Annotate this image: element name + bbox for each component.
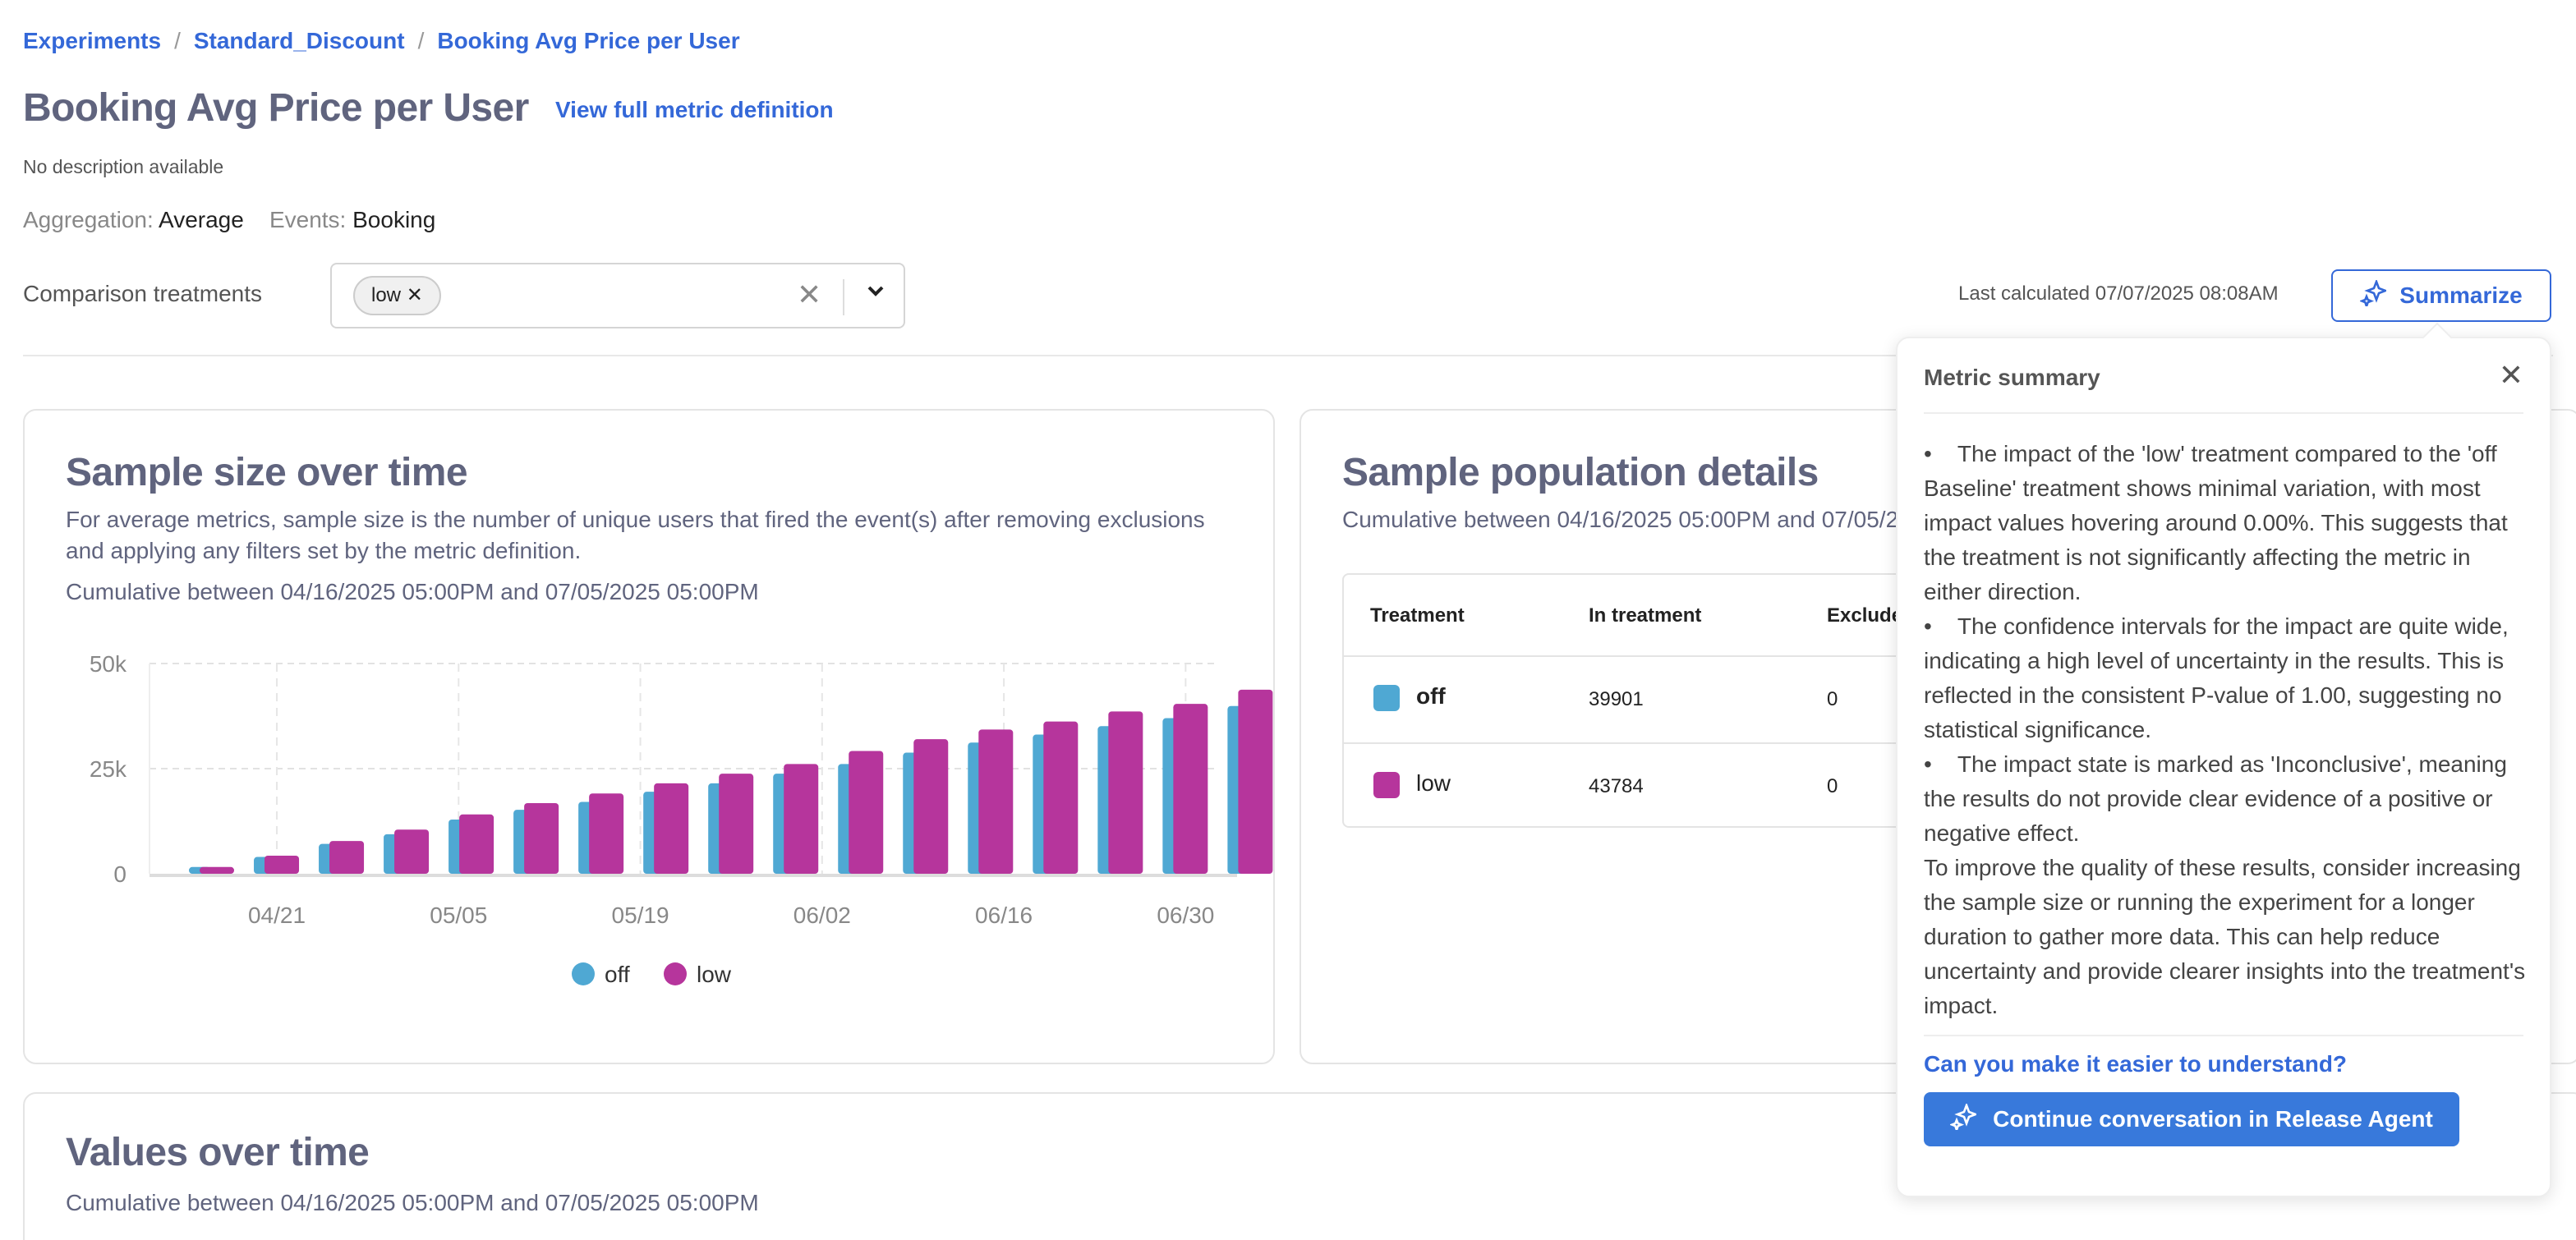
bar-low — [1108, 711, 1143, 874]
y-tick-label: 50k — [90, 651, 127, 677]
bar-low — [329, 841, 365, 874]
table-row: off 39901 0 — [1344, 657, 1998, 744]
summary-bullet: • The impact state is marked as 'Inconcl… — [1924, 751, 2507, 846]
population-table: Treatment In treatment Exclude off 39901… — [1342, 573, 1999, 828]
values-range: Cumulative between 04/16/2025 05:00PM an… — [66, 1190, 759, 1215]
comparison-select[interactable]: low ✕ ✕ — [330, 263, 905, 328]
events-value: Booking — [352, 207, 436, 232]
events-label: Events: — [269, 207, 347, 232]
population-title: Sample population details — [1342, 451, 1819, 494]
legend-swatch-off — [572, 962, 595, 985]
divider — [843, 279, 844, 315]
breadcrumb-separator: / — [174, 28, 181, 53]
values-title: Values over time — [66, 1131, 370, 1174]
x-tick-label: 06/02 — [794, 902, 851, 928]
metric-description: No description available — [23, 156, 224, 177]
bar-low — [978, 729, 1014, 874]
comparison-label: Comparison treatments — [23, 281, 263, 306]
divider — [1924, 412, 2523, 414]
in-treatment-value: 39901 — [1589, 688, 1644, 710]
bar-low — [264, 855, 300, 874]
bar-low — [200, 866, 234, 874]
table-header: Treatment In treatment Exclude — [1344, 575, 1998, 657]
bar-low — [654, 783, 689, 874]
divider — [1924, 1035, 2523, 1036]
summarize-label: Summarize — [2399, 282, 2523, 308]
bar-low — [1173, 704, 1208, 874]
summary-text: • The impact of the 'low' treatment comp… — [1924, 437, 2532, 1023]
col-excluded: Exclude — [1827, 604, 1903, 627]
bar-low — [719, 774, 754, 874]
bar-low — [849, 751, 884, 874]
sample-size-title: Sample size over time — [66, 451, 468, 494]
bar-low — [394, 829, 430, 874]
sparkle-icon — [1949, 1101, 1979, 1136]
col-in-treatment: In treatment — [1589, 604, 1702, 627]
x-tick-label: 04/21 — [248, 902, 306, 928]
bar-low — [1043, 721, 1079, 874]
legend-label-off: off — [605, 962, 630, 987]
excluded-value: 0 — [1827, 775, 1838, 797]
bar-low — [1238, 689, 1273, 874]
y-tick-label: 0 — [113, 861, 126, 887]
sample-size-description: For average metrics, sample size is the … — [66, 507, 1205, 563]
excluded-value: 0 — [1827, 688, 1838, 710]
bar-low — [913, 739, 949, 874]
summary-bullet: • The impact of the 'low' treatment comp… — [1924, 441, 2508, 604]
in-treatment-value: 43784 — [1589, 775, 1644, 797]
x-tick-label: 06/30 — [1157, 902, 1214, 928]
summarize-button[interactable]: Summarize — [2331, 269, 2551, 322]
divider — [23, 355, 2553, 356]
treatment-name: off — [1416, 683, 1446, 709]
aggregation-label: Aggregation: — [23, 207, 154, 232]
breadcrumb-metric[interactable]: Booking Avg Price per User — [437, 28, 740, 53]
bar-low — [459, 814, 494, 874]
table-row: low 43784 0 — [1344, 744, 1998, 829]
bar-low — [524, 802, 559, 874]
legend-label-low: low — [697, 962, 732, 987]
summary-title: Metric summary — [1924, 365, 2100, 390]
view-definition-link[interactable]: View full metric definition — [555, 97, 834, 122]
bar-low — [589, 793, 624, 874]
follow-up-suggestion[interactable]: Can you make it easier to understand? — [1924, 1051, 2348, 1077]
sample-size-card: Sample size over time For average metric… — [23, 409, 1275, 1064]
sample-size-chart: 0 25k 50k 04/21 05/05 05/19 06/02 06/16 06/30 off… — [90, 651, 1273, 987]
treatment-name: low — [1416, 770, 1451, 796]
breadcrumb-experiment[interactable]: Standard_Discount — [193, 28, 405, 53]
chip-remove-icon[interactable]: ✕ — [406, 284, 423, 306]
x-tick-label: 05/19 — [612, 902, 669, 928]
close-icon[interactable]: ✕ — [2498, 358, 2523, 392]
clear-icon[interactable]: ✕ — [797, 278, 822, 311]
metric-info: Aggregation: Average Events: Booking — [23, 207, 435, 233]
low-swatch — [1373, 771, 1400, 798]
summary-bullet: • The confidence intervals for the impac… — [1924, 613, 2509, 742]
continue-conversation-button[interactable]: Continue conversation in Release Agent — [1924, 1092, 2459, 1146]
continue-label: Continue conversation in Release Agent — [1993, 1106, 2433, 1132]
off-swatch — [1373, 684, 1400, 711]
last-calculated: Last calculated 07/07/2025 08:08AM — [1958, 282, 2279, 305]
x-tick-label: 05/05 — [430, 902, 487, 928]
sparkle-icon — [2359, 278, 2389, 312]
sample-size-range: Cumulative between 04/16/2025 05:00PM an… — [66, 579, 759, 604]
breadcrumb-experiments[interactable]: Experiments — [23, 28, 162, 53]
breadcrumb: Experiments / Standard_Discount / Bookin… — [23, 28, 740, 54]
y-tick-label: 25k — [90, 756, 127, 782]
metric-summary-popover: Metric summary ✕ • The impact of the 'lo… — [1896, 337, 2551, 1197]
col-treatment: Treatment — [1370, 604, 1465, 627]
x-tick-label: 06/16 — [975, 902, 1033, 928]
aggregation-value: Average — [159, 207, 244, 232]
legend-swatch-low — [664, 962, 687, 985]
chevron-down-icon[interactable] — [864, 279, 887, 308]
chip-label: low — [371, 284, 402, 306]
breadcrumb-separator: / — [417, 28, 425, 53]
bar-low — [784, 764, 819, 874]
summary-conclusion: To improve the quality of these results,… — [1924, 855, 2526, 1018]
treatment-chip: low ✕ — [353, 276, 441, 315]
page-title: Booking Avg Price per User — [23, 86, 529, 130]
